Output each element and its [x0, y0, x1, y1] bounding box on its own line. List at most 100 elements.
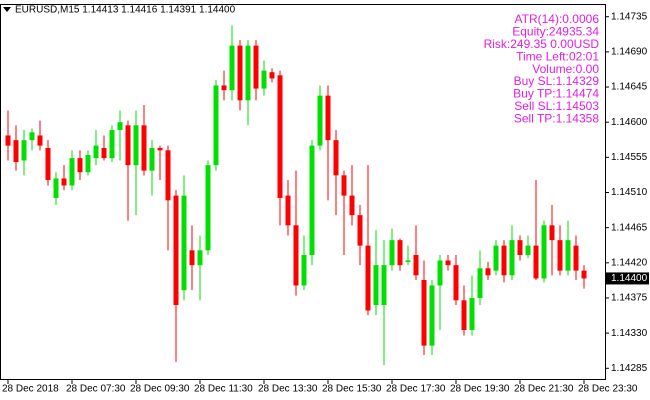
candle-body — [181, 195, 187, 291]
candle-body — [397, 240, 403, 266]
x-tick-label: 28 Dec 21:30 — [514, 384, 574, 395]
current-price-box — [606, 272, 649, 285]
candle-body — [237, 45, 243, 101]
y-tick-label: 1.14555 — [611, 152, 648, 163]
candle-body — [381, 265, 387, 305]
info-line: Buy TP:1.14474 — [513, 87, 599, 101]
candle-body — [285, 195, 291, 226]
candle-body — [365, 245, 371, 311]
menu-arrow — [3, 7, 11, 12]
candle-body — [517, 240, 523, 255]
x-tick-label: 28 Dec 2018 — [2, 384, 59, 395]
x-tick-label: 28 Dec 19:30 — [450, 384, 510, 395]
x-tick-label: 28 Dec 11:30 — [194, 384, 253, 395]
x-tick-label: 28 Dec 15:30 — [322, 384, 382, 395]
info-line: Equity:24935.34 — [512, 25, 599, 39]
x-tick-label: 28 Dec 13:30 — [258, 384, 318, 395]
candle-body — [557, 240, 563, 271]
candle-body — [29, 132, 35, 141]
candle-body — [317, 95, 323, 146]
candle-body — [469, 297, 475, 330]
y-tick-label: 1.14645 — [611, 82, 648, 93]
candle-body — [453, 265, 459, 301]
candle-body — [13, 140, 19, 163]
info-line: ATR(14):0.0006 — [515, 12, 600, 26]
info-line: Volume:0.00 — [532, 62, 599, 76]
candle-body — [357, 215, 363, 246]
candle-body — [141, 125, 147, 171]
candle-body — [221, 85, 227, 91]
candle-body — [173, 195, 179, 305]
y-tick-label: 1.14330 — [611, 328, 648, 339]
candle-body — [213, 85, 219, 166]
candle-body — [101, 147, 107, 159]
candle-body — [389, 240, 395, 266]
candle-body — [373, 265, 379, 305]
candle-body — [509, 240, 515, 276]
candle-body — [461, 300, 467, 330]
info-line: Sell TP:1.14358 — [514, 111, 599, 125]
candle-body — [269, 72, 275, 79]
candle-body — [493, 245, 499, 271]
candle-body — [53, 178, 59, 198]
candle-body — [533, 245, 539, 279]
candle-body — [253, 45, 259, 89]
candle-body — [413, 255, 419, 276]
candle-body — [5, 135, 11, 146]
candle-body — [325, 95, 331, 141]
candle-body — [485, 268, 491, 276]
candle-body — [349, 195, 355, 216]
candle-body — [85, 155, 91, 173]
candle-body — [477, 268, 483, 298]
candle-body — [309, 145, 315, 255]
candle-body — [525, 245, 531, 255]
y-tick-label: 1.14510 — [611, 187, 648, 198]
y-tick-label: 1.14285 — [611, 363, 648, 374]
candle-body — [133, 125, 139, 166]
candle-body — [565, 240, 571, 271]
candle-body — [125, 125, 131, 166]
y-tick-label: 1.14600 — [611, 117, 648, 128]
candle-body — [421, 280, 427, 346]
candle-body — [261, 70, 267, 89]
info-line: Risk:249.35 0.00USD — [484, 37, 600, 51]
candle-body — [77, 158, 83, 173]
candle-body — [549, 225, 555, 241]
candle-body — [341, 175, 347, 196]
candle-body — [117, 122, 123, 130]
info-line: Buy SL:1.14329 — [514, 74, 600, 88]
candle-body — [61, 178, 67, 186]
candle-body — [93, 145, 99, 159]
info-line: Time Left:02:01 — [516, 49, 599, 63]
candle-body — [165, 150, 171, 201]
candle-body — [333, 140, 339, 176]
candle-body — [405, 260, 411, 263]
y-tick-label: 1.14465 — [611, 222, 648, 233]
plot-frame — [0, 4, 606, 380]
candle-body — [21, 140, 27, 161]
candle-body — [277, 75, 283, 198]
candle-body — [197, 250, 203, 266]
candle-body — [437, 260, 443, 286]
candle-body — [149, 147, 155, 171]
candle-body — [45, 147, 51, 180]
y-tick-label: 1.14690 — [611, 47, 648, 58]
candle-body — [429, 285, 435, 346]
candle-body — [37, 135, 43, 146]
candle-body — [245, 45, 251, 101]
y-tick-label: 1.14420 — [611, 257, 648, 268]
candle-body — [205, 165, 211, 251]
candle-body — [445, 260, 451, 266]
current-price-label: 1.14400 — [611, 273, 648, 284]
x-tick-label: 28 Dec 17:30 — [386, 384, 446, 395]
candle-body — [157, 147, 163, 151]
candle-body — [581, 270, 587, 279]
candle-body — [229, 45, 235, 91]
y-tick-label: 1.14375 — [611, 293, 648, 304]
candle-body — [293, 225, 299, 286]
info-line: Sell SL:1.14503 — [514, 99, 599, 113]
candle-body — [69, 158, 75, 186]
x-tick-label: 28 Dec 07:30 — [66, 384, 126, 395]
candle-body — [189, 250, 195, 266]
